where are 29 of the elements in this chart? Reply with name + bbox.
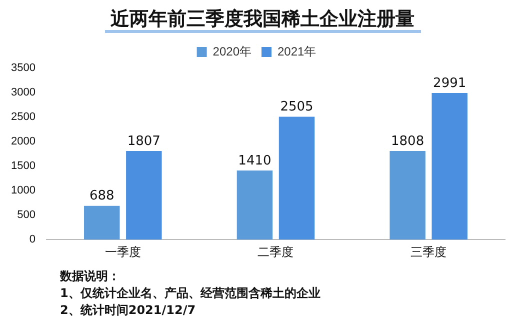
y-tick-label: 3500 bbox=[10, 62, 36, 74]
bar bbox=[84, 206, 120, 240]
x-tick-label: 二季度 bbox=[258, 245, 294, 260]
data-label: 1808 bbox=[391, 134, 424, 149]
y-tick-label: 500 bbox=[17, 209, 36, 222]
bar bbox=[278, 116, 315, 240]
data-label: 1807 bbox=[127, 134, 160, 149]
y-tick-label: 3000 bbox=[10, 86, 36, 99]
legend-label: 2020年 bbox=[212, 44, 252, 58]
data-label: 1410 bbox=[238, 153, 272, 168]
y-tick-label: 0 bbox=[29, 234, 36, 246]
chart-title: 近两年前三季度我国稀土企业注册量 bbox=[104, 8, 420, 33]
data-label: 688 bbox=[89, 188, 114, 204]
y-tick-label: 2000 bbox=[10, 136, 36, 148]
data-label: 2991 bbox=[433, 76, 466, 91]
y-tick-label: 1000 bbox=[10, 184, 36, 197]
y-tick-label: 2500 bbox=[10, 111, 36, 124]
bar bbox=[432, 92, 468, 240]
x-tick-label: 一季度 bbox=[104, 245, 141, 260]
y-tick-label: 1500 bbox=[10, 160, 36, 172]
legend-label: 2021年 bbox=[278, 44, 316, 58]
bar bbox=[390, 150, 426, 240]
text: 2、统计时间2021/12/7 bbox=[60, 302, 197, 319]
text: 数据说明： bbox=[60, 268, 121, 285]
data-label: 2505 bbox=[280, 100, 314, 115]
text: 1、仅统计企业名、产品、经营范围含稀土的企业 bbox=[60, 285, 320, 302]
bar bbox=[236, 170, 273, 240]
bar bbox=[126, 151, 162, 240]
x-tick-label: 三季度 bbox=[410, 245, 447, 260]
